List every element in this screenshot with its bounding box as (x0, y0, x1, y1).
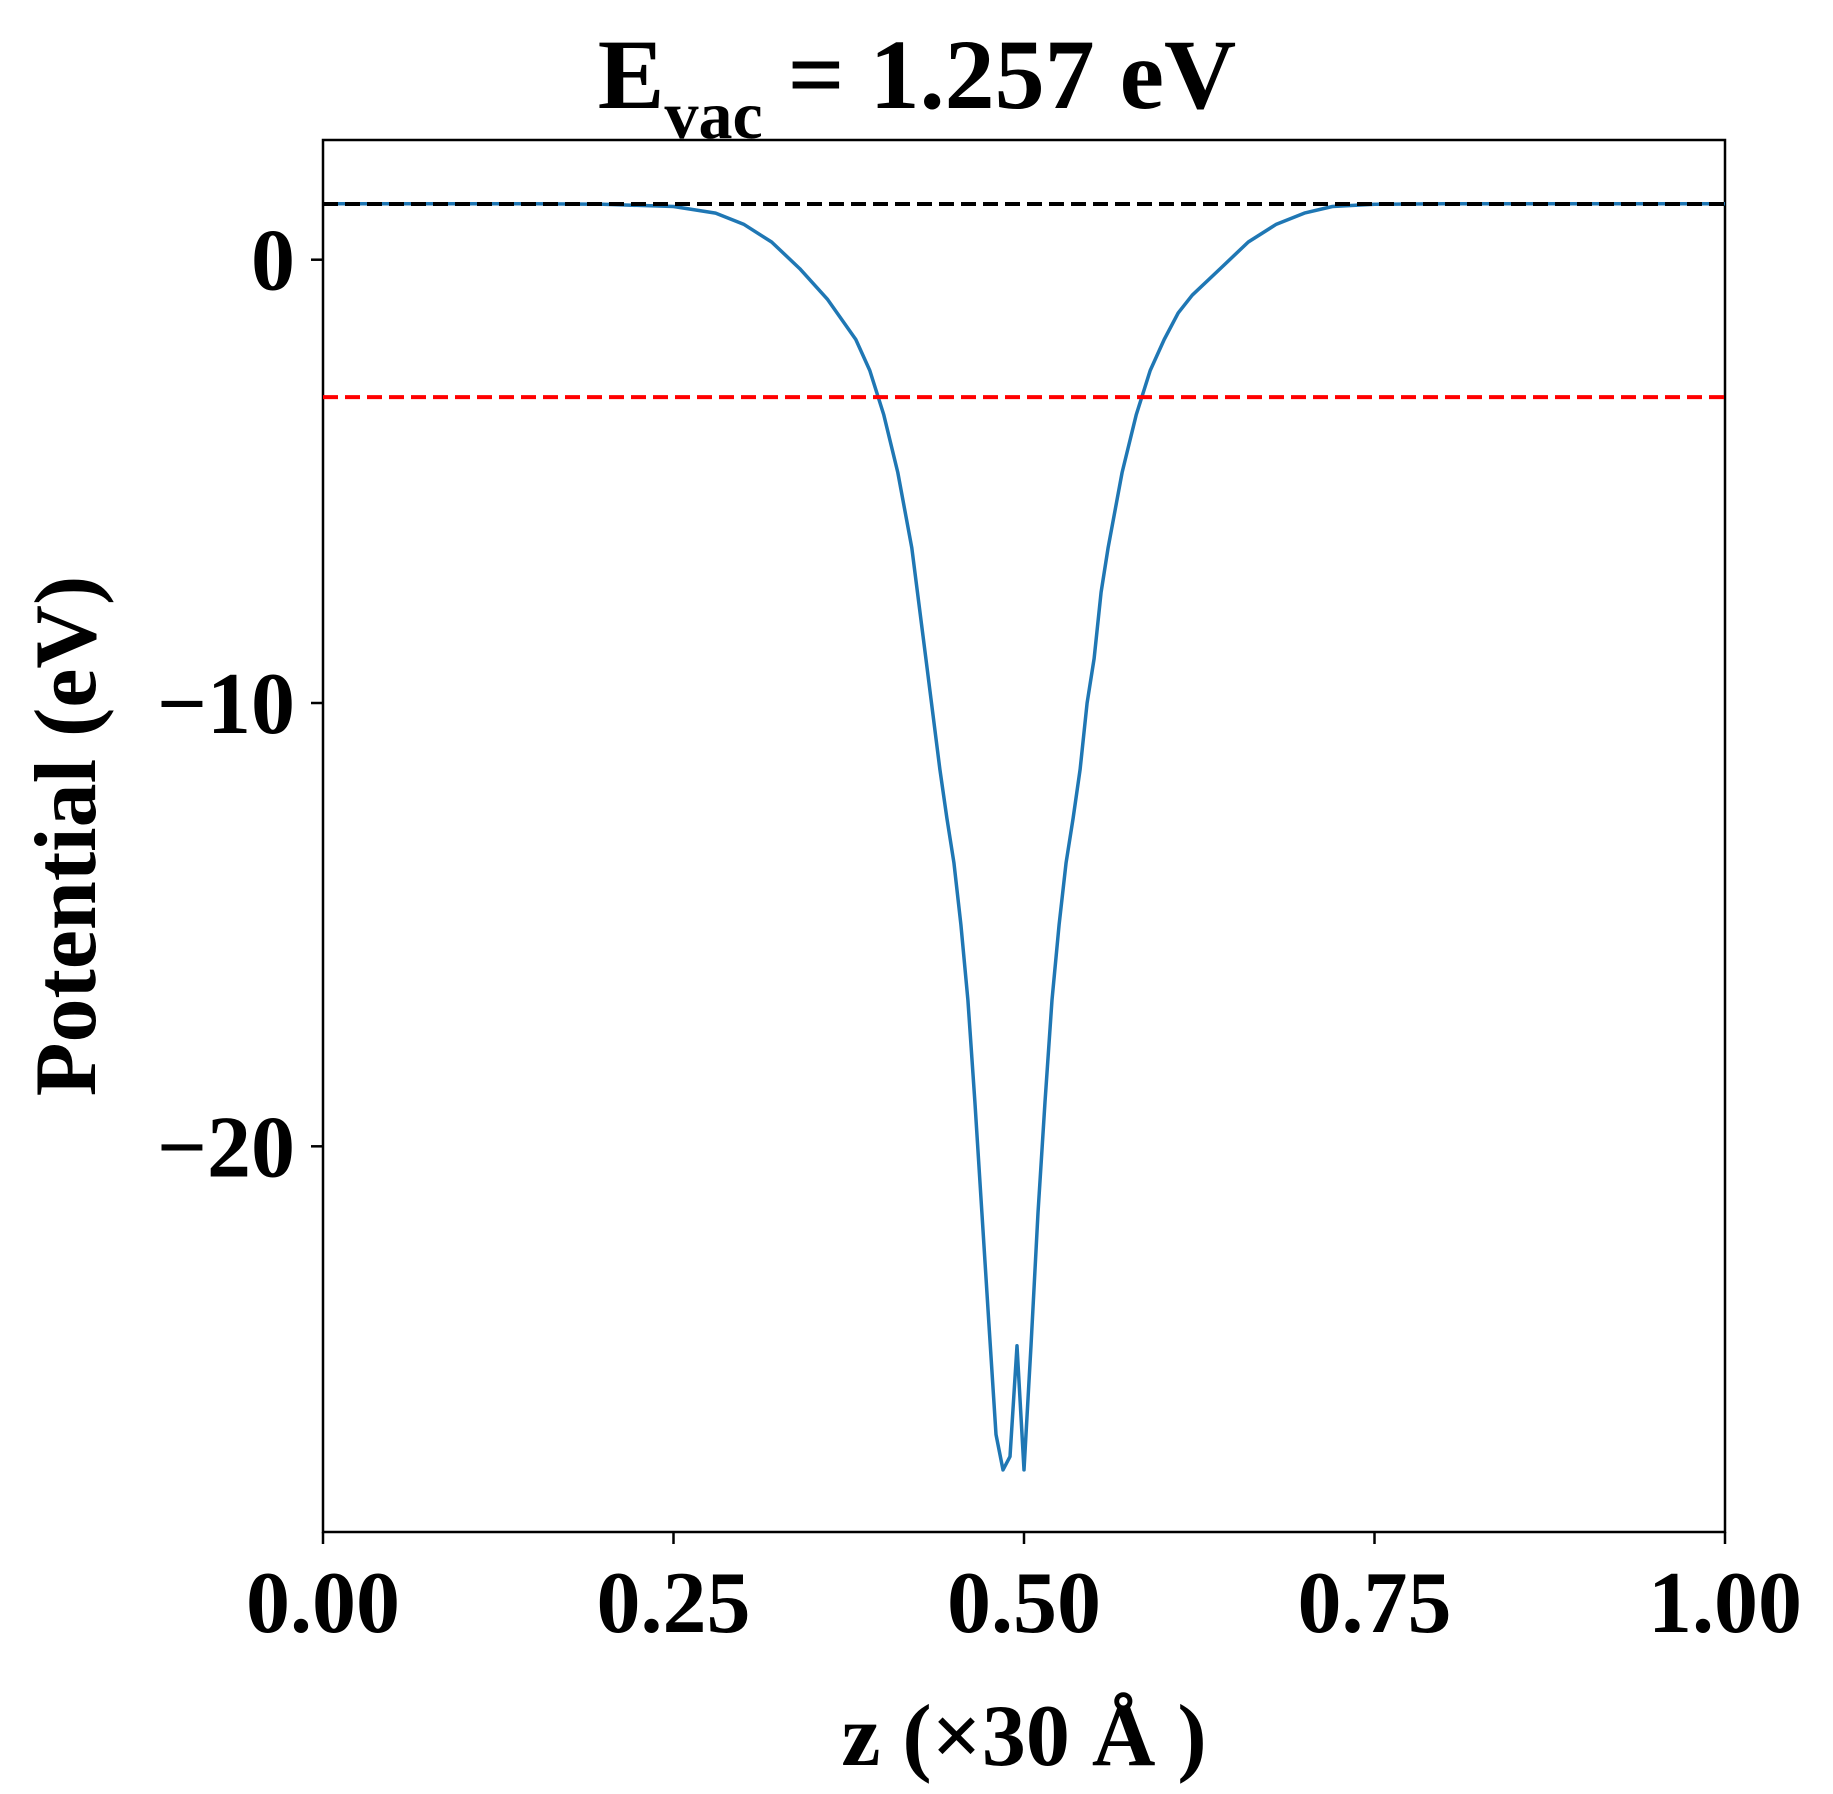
series-layer (323, 202, 1725, 1472)
title-rest: = 1.257 eV (763, 19, 1237, 130)
chart-title: Evac = 1.257 eV (598, 19, 1236, 153)
x-tick-label: 0.25 (597, 1555, 751, 1652)
potential-curve (323, 202, 1725, 1472)
plot-area (321, 138, 1727, 1534)
x-tick-label: 0.00 (246, 1555, 400, 1652)
y-axis-ticks: 0 −10 −20 (157, 213, 323, 1196)
x-tick-label: 0.50 (947, 1555, 1101, 1652)
x-axis-ticks: 0.00 0.25 0.50 0.75 1.00 (246, 1532, 1802, 1652)
x-tick-label: 0.75 (1298, 1555, 1452, 1652)
x-tick-label: 1.00 (1648, 1555, 1802, 1652)
y-tick-label: 0 (251, 213, 295, 310)
title-main: E (598, 19, 665, 130)
y-tick-label: −10 (157, 656, 295, 753)
x-axis-label: z (×30 Å ) (841, 1688, 1206, 1785)
plot-frame (321, 138, 1727, 1534)
title-subscript: vac (664, 77, 762, 153)
y-axis-label: Potential (eV) (18, 576, 115, 1096)
y-tick-label: −20 (157, 1099, 295, 1196)
